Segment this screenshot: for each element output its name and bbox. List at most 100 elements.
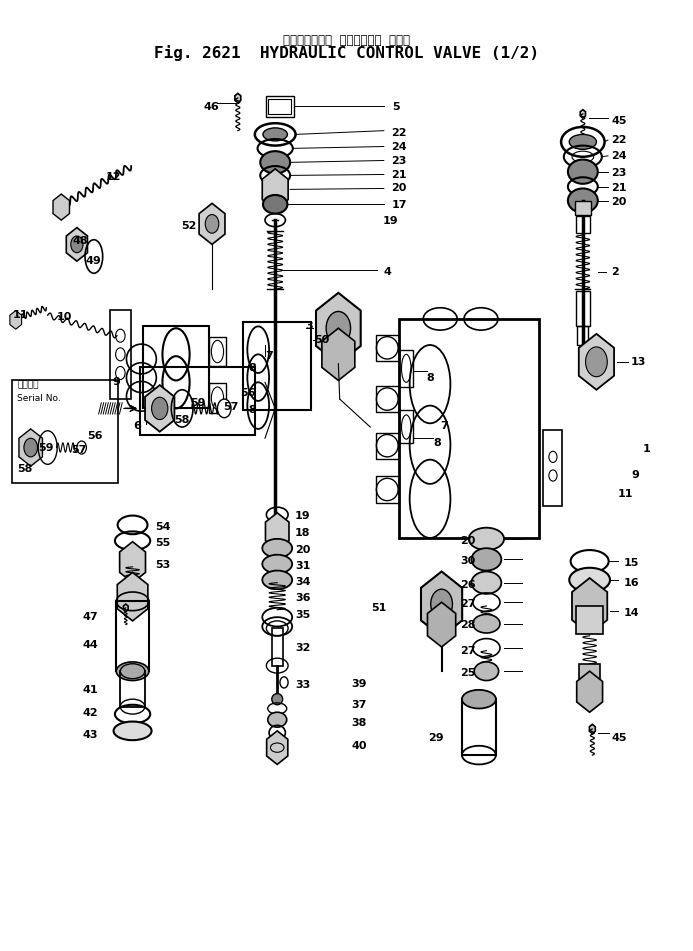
- Polygon shape: [117, 573, 148, 621]
- Ellipse shape: [471, 572, 501, 593]
- Circle shape: [24, 438, 37, 456]
- Ellipse shape: [116, 662, 149, 681]
- Bar: [576, 606, 603, 634]
- Text: 58: 58: [174, 415, 189, 424]
- Text: 8: 8: [427, 373, 435, 382]
- Polygon shape: [428, 602, 456, 647]
- Bar: [376, 433, 399, 458]
- Text: 56: 56: [87, 432, 103, 441]
- Text: 24: 24: [611, 151, 627, 161]
- Bar: [243, 321, 311, 410]
- Text: 11: 11: [12, 310, 28, 320]
- Text: 35: 35: [295, 611, 310, 620]
- Text: 59: 59: [38, 442, 53, 453]
- Polygon shape: [322, 328, 355, 380]
- Text: 41: 41: [83, 685, 98, 695]
- Ellipse shape: [468, 528, 504, 550]
- Text: 54: 54: [155, 522, 170, 532]
- Polygon shape: [145, 385, 175, 432]
- Polygon shape: [577, 671, 603, 712]
- Bar: [376, 476, 399, 502]
- Text: 6: 6: [133, 421, 141, 431]
- Polygon shape: [590, 725, 595, 733]
- Text: 25: 25: [461, 669, 476, 678]
- Polygon shape: [19, 429, 42, 466]
- Polygon shape: [235, 93, 240, 103]
- Text: 50: 50: [314, 336, 329, 345]
- Text: 45: 45: [611, 116, 627, 126]
- Bar: [579, 664, 601, 681]
- Text: 33: 33: [295, 680, 310, 690]
- Text: 53: 53: [155, 560, 170, 570]
- Text: 3: 3: [306, 321, 313, 331]
- Text: 40: 40: [351, 741, 367, 750]
- Ellipse shape: [272, 693, 283, 705]
- Ellipse shape: [471, 548, 501, 571]
- Polygon shape: [53, 194, 69, 220]
- Bar: [399, 350, 413, 387]
- Text: Fig. 2621  HYDRAULIC CONTROL VALVE (1/2): Fig. 2621 HYDRAULIC CONTROL VALVE (1/2): [154, 46, 539, 61]
- Text: 13: 13: [631, 357, 646, 367]
- Circle shape: [205, 215, 219, 233]
- Polygon shape: [421, 572, 462, 637]
- Text: 59: 59: [191, 398, 206, 408]
- Text: 57: 57: [223, 402, 238, 413]
- Text: 20: 20: [295, 545, 310, 555]
- Bar: [12, 380, 118, 483]
- Bar: [399, 410, 413, 443]
- Text: 1: 1: [642, 444, 650, 455]
- Ellipse shape: [462, 689, 496, 708]
- Polygon shape: [120, 542, 146, 583]
- Polygon shape: [67, 227, 87, 262]
- Text: 7: 7: [265, 351, 273, 361]
- Polygon shape: [123, 604, 128, 611]
- Bar: [209, 383, 227, 413]
- Bar: [272, 629, 283, 666]
- Text: 44: 44: [83, 640, 98, 650]
- Polygon shape: [265, 513, 289, 550]
- Bar: [462, 699, 496, 755]
- Text: 57: 57: [71, 445, 87, 456]
- Text: 39: 39: [351, 679, 367, 689]
- Bar: [576, 291, 590, 326]
- Circle shape: [77, 441, 87, 454]
- Text: 19: 19: [295, 511, 310, 520]
- Text: 52: 52: [182, 221, 197, 231]
- Text: 21: 21: [611, 184, 627, 193]
- Text: 42: 42: [83, 708, 98, 718]
- Ellipse shape: [114, 722, 152, 740]
- Text: 31: 31: [295, 561, 310, 571]
- Text: 16: 16: [624, 577, 639, 588]
- Ellipse shape: [267, 712, 287, 728]
- Text: 22: 22: [611, 135, 627, 145]
- Text: 7: 7: [440, 421, 448, 431]
- Ellipse shape: [473, 614, 500, 633]
- Bar: [121, 671, 145, 707]
- Bar: [140, 367, 256, 436]
- Bar: [376, 335, 399, 360]
- Text: 24: 24: [392, 143, 407, 152]
- Ellipse shape: [568, 160, 598, 184]
- Text: Serial No.: Serial No.: [17, 394, 61, 402]
- Text: 2: 2: [611, 267, 619, 278]
- Text: 15: 15: [624, 558, 639, 568]
- Polygon shape: [262, 169, 288, 210]
- Text: ハイドロリック  コントロール  バルブ: ハイドロリック コントロール バルブ: [283, 34, 410, 47]
- Text: 23: 23: [392, 156, 407, 166]
- Circle shape: [326, 312, 351, 345]
- Text: 適用番号: 適用番号: [17, 380, 39, 390]
- Text: 8: 8: [249, 363, 256, 374]
- Ellipse shape: [262, 554, 292, 573]
- Ellipse shape: [569, 134, 597, 149]
- Text: 58: 58: [17, 464, 33, 474]
- Bar: [266, 96, 294, 117]
- Text: 34: 34: [295, 576, 310, 587]
- Text: 36: 36: [295, 592, 310, 603]
- Ellipse shape: [263, 195, 288, 214]
- Text: 43: 43: [83, 729, 98, 740]
- Bar: [543, 430, 563, 506]
- Text: 32: 32: [295, 643, 310, 653]
- Circle shape: [431, 590, 453, 619]
- Text: 9: 9: [112, 378, 120, 387]
- Ellipse shape: [262, 571, 292, 590]
